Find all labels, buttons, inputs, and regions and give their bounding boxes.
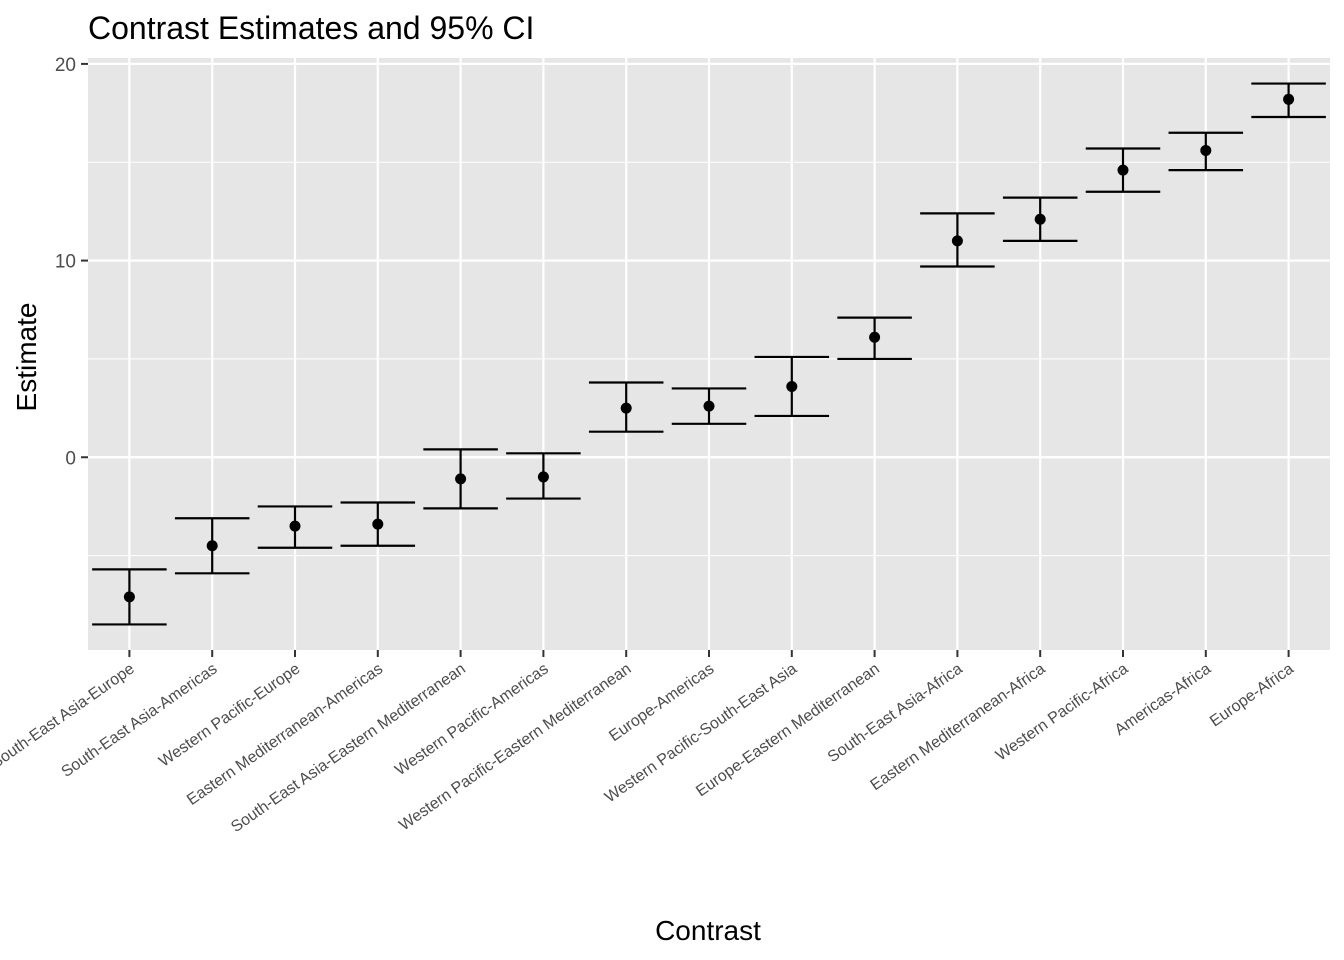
error-bar-group bbox=[92, 568, 167, 626]
estimate-point bbox=[537, 471, 549, 483]
estimate-point bbox=[1117, 164, 1129, 176]
y-tick-label: 10 bbox=[55, 252, 76, 273]
estimate-point bbox=[951, 235, 963, 247]
error-bar-group bbox=[754, 355, 830, 418]
error-bar-group bbox=[1168, 131, 1244, 172]
error-bar-group bbox=[1002, 196, 1078, 243]
y-axis-title: Estimate bbox=[11, 303, 42, 412]
estimate-point bbox=[1200, 144, 1212, 156]
error-bar-group bbox=[257, 505, 333, 549]
x-tick-label: Western Pacific-Africa bbox=[993, 660, 1132, 764]
error-bar-group bbox=[506, 452, 581, 500]
estimate-point bbox=[289, 520, 301, 532]
y-axis: 0 10 20 bbox=[55, 55, 88, 469]
x-tick-label: Western Pacific-Europe bbox=[156, 660, 303, 770]
error-bar-group bbox=[1085, 147, 1161, 193]
estimate-point bbox=[372, 518, 384, 530]
estimate-point bbox=[703, 400, 715, 412]
error-bar-group bbox=[671, 387, 747, 425]
estimate-point bbox=[1034, 213, 1046, 225]
estimate-point bbox=[123, 591, 135, 603]
chart-title: Contrast Estimates and 95% CI bbox=[88, 10, 534, 46]
estimate-point bbox=[620, 402, 632, 414]
x-tick-label: Europe-Africa bbox=[1207, 660, 1297, 730]
x-tick-label: South-East Asia-Europe bbox=[0, 660, 138, 772]
error-bar-group bbox=[920, 212, 995, 268]
x-tick-label: South-East Asia-Africa bbox=[825, 660, 966, 766]
estimate-point bbox=[786, 380, 798, 392]
grid-lines bbox=[88, 58, 1330, 650]
y-tick-label: 0 bbox=[65, 448, 76, 469]
estimate-point bbox=[455, 473, 467, 485]
x-tick-label: Eastern Mediterranean-Africa bbox=[868, 660, 1049, 794]
estimate-point bbox=[869, 331, 881, 343]
error-bar-group bbox=[340, 501, 416, 547]
estimate-point bbox=[206, 540, 218, 552]
y-tick-label: 20 bbox=[55, 55, 76, 76]
x-axis-title: Contrast bbox=[655, 915, 761, 946]
error-bar-group bbox=[837, 316, 912, 361]
error-bar-group bbox=[174, 517, 250, 575]
error-bar-group bbox=[1251, 82, 1326, 119]
x-tick-label: South-East Asia-Americas bbox=[58, 660, 220, 781]
error-bar-group bbox=[588, 381, 664, 433]
x-tick-label: Western Pacific-Americas bbox=[392, 660, 552, 779]
error-bars bbox=[92, 82, 1326, 626]
estimate-point bbox=[1283, 93, 1295, 105]
error-bar-group bbox=[423, 448, 498, 510]
